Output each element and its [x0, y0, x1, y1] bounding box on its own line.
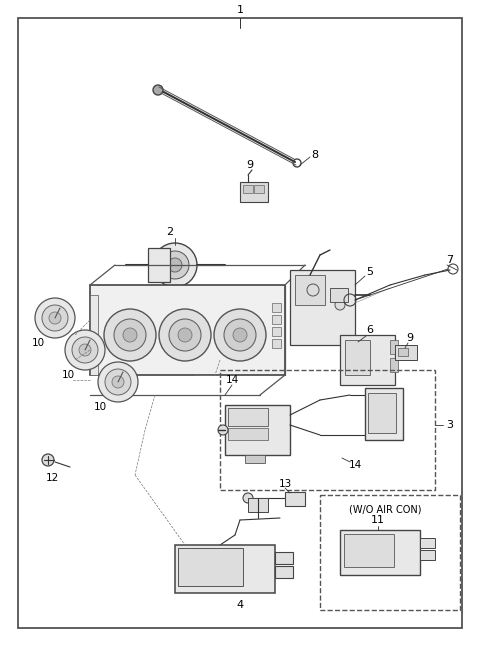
Bar	[390, 340, 398, 354]
Circle shape	[233, 328, 247, 342]
Circle shape	[168, 258, 182, 272]
Circle shape	[218, 425, 228, 435]
Circle shape	[243, 493, 253, 503]
Circle shape	[65, 330, 105, 370]
Bar	[248, 498, 268, 512]
Text: 12: 12	[46, 473, 59, 483]
Circle shape	[42, 454, 54, 466]
Bar	[295, 275, 325, 305]
Text: 14: 14	[348, 460, 361, 470]
Bar	[243, 185, 253, 193]
Bar	[390, 358, 398, 372]
Bar	[345, 340, 370, 375]
Bar	[90, 285, 285, 375]
Bar	[245, 455, 265, 463]
Circle shape	[114, 319, 146, 351]
Bar	[340, 530, 420, 575]
Bar	[272, 339, 281, 348]
Circle shape	[214, 309, 266, 361]
Bar	[90, 295, 98, 375]
Bar	[285, 492, 305, 506]
Text: 5: 5	[367, 267, 373, 277]
Text: 7: 7	[446, 255, 454, 265]
Bar	[340, 335, 395, 385]
Bar	[398, 348, 408, 356]
Circle shape	[153, 85, 163, 95]
Bar	[225, 405, 290, 455]
Bar	[228, 428, 268, 440]
Text: 14: 14	[226, 375, 239, 385]
Circle shape	[105, 369, 131, 395]
Bar	[344, 534, 394, 567]
Circle shape	[104, 309, 156, 361]
Text: 6: 6	[367, 325, 373, 335]
Bar	[272, 303, 281, 312]
Text: 2: 2	[167, 227, 174, 237]
Bar	[365, 388, 403, 440]
Circle shape	[169, 319, 201, 351]
Circle shape	[159, 309, 211, 361]
Bar	[254, 185, 264, 193]
Text: (W/O AIR CON): (W/O AIR CON)	[349, 505, 421, 515]
Text: 10: 10	[94, 402, 107, 412]
Circle shape	[178, 328, 192, 342]
Text: 10: 10	[31, 338, 45, 348]
Text: 4: 4	[237, 600, 243, 610]
Text: 9: 9	[246, 160, 253, 170]
Bar	[290, 270, 355, 345]
Text: 9: 9	[407, 333, 414, 343]
Circle shape	[72, 337, 98, 363]
Circle shape	[79, 344, 91, 356]
Bar	[148, 248, 170, 282]
Text: 10: 10	[61, 370, 74, 380]
Bar	[275, 566, 293, 578]
Bar	[368, 393, 396, 433]
Bar	[220, 370, 435, 490]
Text: 8: 8	[312, 150, 319, 160]
Circle shape	[123, 328, 137, 342]
Circle shape	[153, 243, 197, 287]
Circle shape	[42, 305, 68, 331]
Bar	[275, 552, 293, 564]
Circle shape	[335, 300, 345, 310]
Bar	[240, 182, 268, 202]
Text: 11: 11	[371, 515, 385, 525]
Bar	[420, 550, 435, 560]
Bar	[228, 408, 268, 426]
Circle shape	[98, 362, 138, 402]
Bar	[420, 538, 435, 548]
Circle shape	[112, 376, 124, 388]
Bar	[272, 327, 281, 336]
Circle shape	[35, 298, 75, 338]
Bar	[272, 315, 281, 324]
Bar	[178, 548, 243, 586]
Text: 3: 3	[446, 420, 454, 430]
Text: 13: 13	[278, 479, 292, 489]
Bar	[330, 288, 348, 302]
Bar	[395, 345, 417, 360]
Bar	[320, 495, 460, 610]
Circle shape	[49, 312, 61, 324]
Text: 1: 1	[237, 5, 243, 15]
Bar	[175, 545, 275, 593]
Circle shape	[224, 319, 256, 351]
Circle shape	[161, 251, 189, 279]
